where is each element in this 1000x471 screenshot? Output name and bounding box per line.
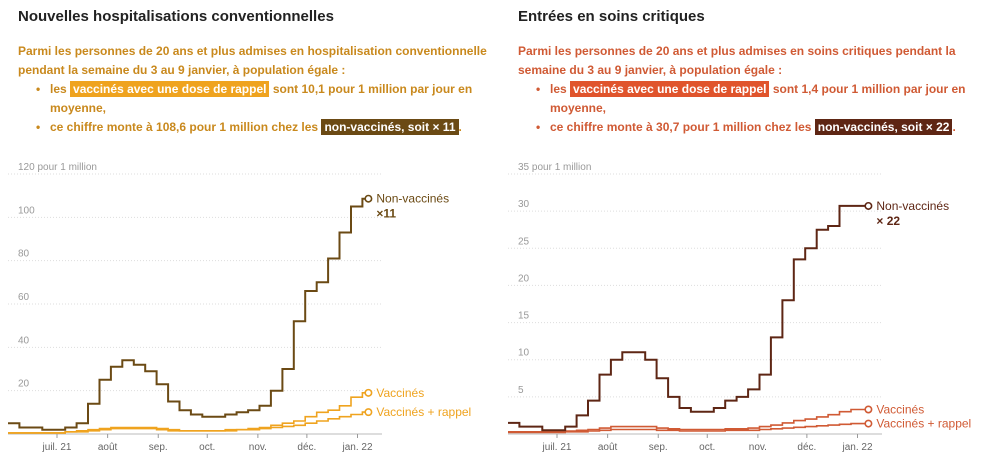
bullet-marker: • xyxy=(36,82,41,96)
chart-soins-critiques: 5 10 15 20 25 30 35 pour 1 million juil. 21 août… xyxy=(508,162,971,453)
intro-text: Parmi les personnes de 20 ans et plus ad… xyxy=(18,42,488,137)
x-tick-label: jan. 22 xyxy=(841,442,872,453)
y-tick-label: 35 pour 1 million xyxy=(518,162,591,173)
bullet-suffix: . xyxy=(952,120,956,134)
y-tick-label: 60 xyxy=(18,292,30,303)
series-end-label: Vaccinés xyxy=(876,402,924,416)
y-tick-label: 100 xyxy=(18,205,35,216)
bullet-booster: • les vaccinés avec une dose de rappel so… xyxy=(36,80,488,118)
bullet-booster: • les vaccinés avec une dose de rappel so… xyxy=(536,80,988,118)
bullet-suffix: sont 1,4 pour 1 million par jour en moye… xyxy=(550,82,966,115)
y-tick-label: 15 xyxy=(518,311,530,322)
highlight-unvaccinated: non-vaccinés, soit × 11 xyxy=(321,119,459,135)
series-line xyxy=(508,408,869,433)
intro-text: Parmi les personnes de 20 ans et plus ad… xyxy=(518,42,988,137)
x-tick-label: sep. xyxy=(149,442,168,453)
y-tick-label: 10 xyxy=(518,348,530,359)
intro-paragraph: Parmi les personnes de 20 ans et plus ad… xyxy=(518,44,956,77)
y-tick-label: 20 xyxy=(518,273,530,284)
bullet-prefix: ce chiffre monte à 108,6 pour 1 million … xyxy=(50,120,319,134)
bullet-suffix: sont 10,1 pour 1 million par jour en moy… xyxy=(50,82,473,115)
y-tick-label: 5 xyxy=(518,385,524,396)
x-tick-label: sep. xyxy=(649,442,668,453)
x-tick-label: oct. xyxy=(199,442,215,453)
panel-soins-critiques: Entrées en soins critiques Parmi les per… xyxy=(508,0,1000,471)
bullet-marker: • xyxy=(536,120,541,134)
highlight-booster: vaccinés avec une dose de rappel xyxy=(570,81,770,97)
y-tick-label: 25 xyxy=(518,236,530,247)
x-tick-label: juil. 21 xyxy=(542,442,572,453)
x-tick-label: août xyxy=(98,442,118,453)
panel-title: Entrées en soins critiques xyxy=(518,8,705,25)
series-line xyxy=(8,197,369,431)
series-end-marker xyxy=(864,201,873,210)
x-tick-label: nov. xyxy=(749,442,767,453)
x-tick-label: déc. xyxy=(297,442,316,453)
panel-title: Nouvelles hospitalisations conventionnel… xyxy=(18,8,334,25)
bullet-prefix: les xyxy=(50,82,67,96)
panel-hospitalisations: Nouvelles hospitalisations conventionnel… xyxy=(8,0,500,471)
series-end-label: Non-vaccinés xyxy=(376,192,449,206)
series-end-label: Non-vaccinés xyxy=(876,199,949,213)
bullet-unvaccinated: • ce chiffre monte à 30,7 pour 1 million … xyxy=(536,118,988,137)
x-tick-label: oct. xyxy=(699,442,715,453)
y-tick-label: 120 pour 1 million xyxy=(18,162,97,173)
multiplier-annotation: ×11 xyxy=(376,207,396,221)
highlight-unvaccinated: non-vaccinés, soit × 22 xyxy=(814,119,953,135)
series-end-label: Vaccinés + rappel xyxy=(376,405,471,419)
bullet-prefix: ce chiffre monte à 30,7 pour 1 million c… xyxy=(550,120,812,134)
chart-hospitalisations: 20 40 60 80 100 120 pour 1 million juil. 21 aoû… xyxy=(8,162,471,453)
multiplier-annotation: × 22 xyxy=(876,214,900,228)
series-end-label: Vaccinés + rappel xyxy=(876,417,971,431)
series-end-marker xyxy=(364,408,373,417)
bullet-list: • les vaccinés avec une dose de rappel so… xyxy=(518,80,988,137)
x-tick-label: déc. xyxy=(797,442,816,453)
highlight-booster: vaccinés avec une dose de rappel xyxy=(70,81,270,97)
y-tick-label: 80 xyxy=(18,249,30,260)
y-tick-label: 30 xyxy=(518,199,530,210)
series-line xyxy=(508,204,869,432)
bullet-suffix: . xyxy=(458,120,462,134)
series-end-marker xyxy=(364,388,373,397)
x-tick-label: juil. 21 xyxy=(42,442,72,453)
series-line xyxy=(508,422,869,434)
series-end-marker xyxy=(364,194,373,203)
series-end-marker xyxy=(864,419,873,428)
x-tick-label: jan. 22 xyxy=(341,442,372,453)
series-end-marker xyxy=(864,405,873,414)
x-tick-label: août xyxy=(598,442,618,453)
bullet-marker: • xyxy=(536,82,541,96)
x-tick-label: nov. xyxy=(249,442,267,453)
bullet-list: • les vaccinés avec une dose de rappel so… xyxy=(18,80,488,137)
bullet-unvaccinated: • ce chiffre monte à 108,6 pour 1 million… xyxy=(36,118,488,137)
bullet-marker: • xyxy=(36,120,41,134)
bullet-prefix: les xyxy=(550,82,567,96)
y-tick-label: 40 xyxy=(18,335,30,346)
intro-paragraph: Parmi les personnes de 20 ans et plus ad… xyxy=(18,44,487,77)
series-end-label: Vaccinés xyxy=(376,386,424,400)
y-tick-label: 20 xyxy=(18,379,30,390)
series-line xyxy=(8,392,369,434)
